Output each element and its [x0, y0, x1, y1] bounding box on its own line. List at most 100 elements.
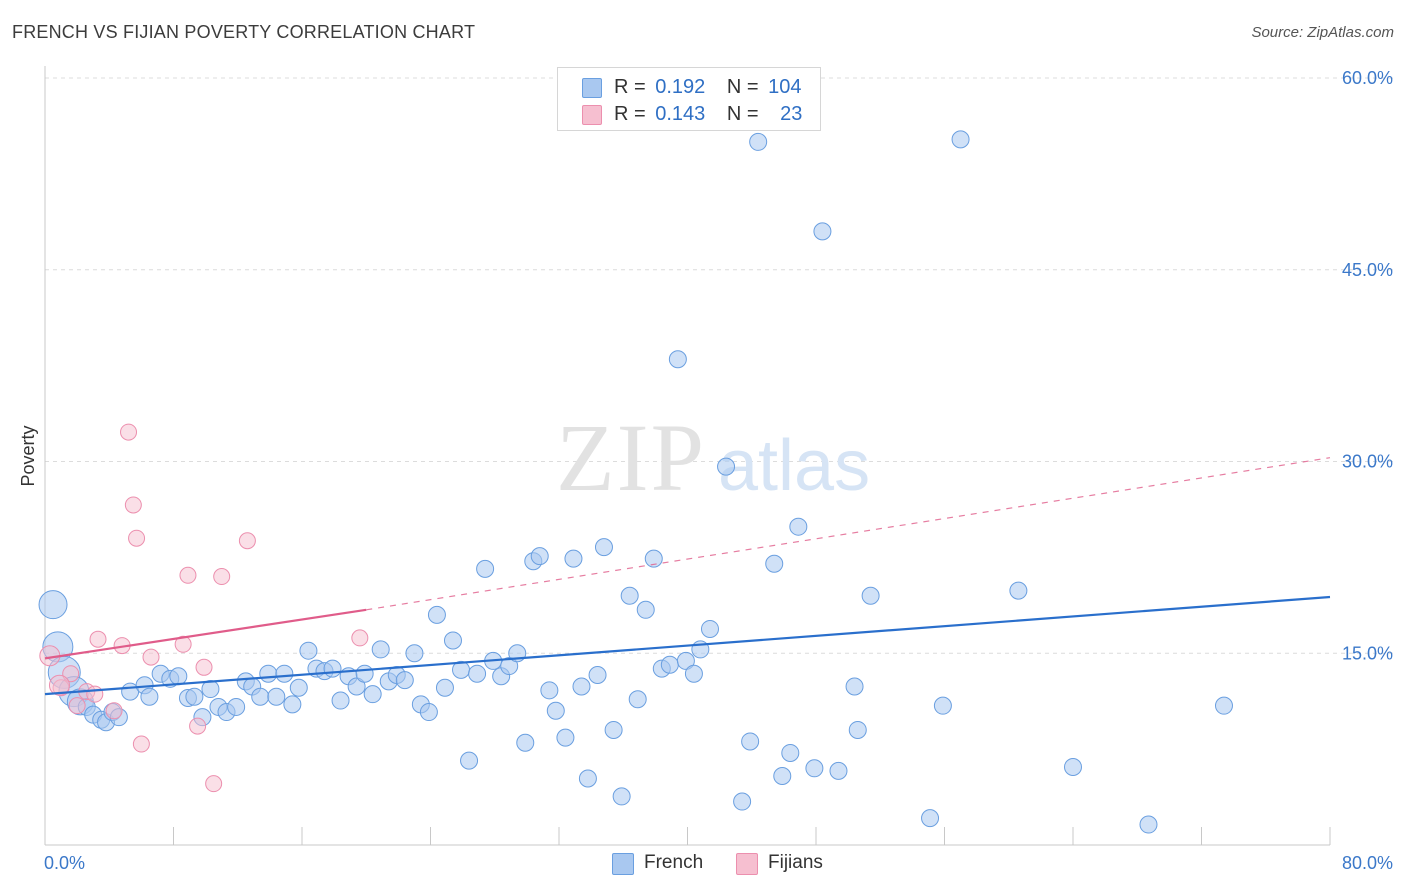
watermark-zip: ZIP	[556, 404, 706, 511]
fijian-point	[213, 568, 231, 586]
french-point	[1214, 696, 1233, 715]
french-point	[468, 664, 487, 683]
french-point	[435, 678, 454, 697]
french-point	[227, 697, 246, 716]
legend-r-label: R =	[614, 76, 646, 98]
legend-n-label: N =	[726, 76, 759, 98]
fijian-point	[142, 648, 160, 666]
y-tick-label: 60.0%	[1342, 68, 1393, 88]
french-point	[676, 651, 695, 670]
y-axis-label: Poverty	[18, 425, 38, 486]
french-point	[1064, 758, 1082, 777]
french-point	[540, 681, 559, 700]
french-point	[951, 130, 970, 149]
french-point	[1009, 581, 1028, 600]
watermark-atlas: atlas	[718, 426, 870, 506]
y-tick-label: 30.0%	[1342, 452, 1393, 472]
fijian-point	[89, 630, 107, 648]
fijian-point	[48, 674, 70, 696]
series-swatch-fijians	[736, 853, 758, 875]
axes	[44, 66, 1331, 846]
french-point	[251, 687, 270, 706]
french-point	[546, 701, 565, 720]
french-point	[572, 677, 591, 696]
french-point	[38, 590, 68, 620]
fijian-point	[189, 717, 207, 735]
french-point	[660, 655, 679, 674]
fijian-point	[179, 566, 197, 584]
legend-r-value-french: 0.192	[655, 76, 706, 98]
x-tick-label: 0.0%	[44, 853, 85, 873]
french-point	[741, 732, 760, 751]
french-point	[829, 761, 848, 780]
french-point	[405, 644, 424, 663]
french-point	[419, 703, 438, 722]
french-point	[289, 678, 308, 697]
legend-n-value-fijians: 23	[780, 103, 803, 125]
fijian-point	[68, 697, 86, 715]
french-point	[588, 665, 607, 684]
french-point	[700, 619, 719, 638]
french-point	[201, 680, 220, 699]
legend-swatch-french	[582, 78, 602, 98]
legend-r-value-fijians: 0.143	[655, 103, 706, 125]
french-point	[765, 554, 784, 573]
french-point	[371, 640, 390, 659]
french-point	[861, 586, 880, 605]
fijian-point	[195, 658, 213, 676]
french-point	[789, 517, 808, 536]
french-point	[323, 659, 342, 678]
fijian-point	[86, 685, 104, 703]
french-point	[283, 695, 302, 714]
french-point	[185, 687, 204, 706]
french-point	[140, 687, 159, 706]
french-point	[516, 733, 535, 752]
tick-labels: 15.0% 30.0% 45.0% 60.0% 0.0% 80.0%	[44, 68, 1393, 873]
french-point	[355, 664, 374, 683]
french-point	[275, 664, 294, 683]
french-point	[594, 538, 613, 557]
fijian-point	[174, 635, 192, 653]
french-point	[604, 720, 623, 739]
stats-legend: R = 0.192 N = 104 R = 0.143 N = 23	[557, 67, 821, 131]
french-point	[620, 586, 639, 605]
fijian-point	[132, 735, 150, 753]
french-point	[805, 759, 824, 778]
french-point	[644, 549, 663, 568]
french-points	[38, 130, 1233, 834]
legend-n-label: N =	[726, 103, 759, 125]
french-point	[1139, 815, 1158, 834]
french-point	[636, 600, 655, 619]
french-point	[668, 350, 687, 369]
french-point	[749, 132, 768, 151]
fijian-points	[39, 423, 369, 793]
french-point	[500, 657, 519, 676]
french-point	[578, 769, 597, 788]
watermark: ZIP atlas	[556, 404, 870, 511]
grid-lines	[45, 77, 1395, 654]
french-point	[299, 641, 318, 660]
french-point	[717, 457, 736, 476]
series-swatch-french	[612, 853, 634, 875]
fijian-trend-line	[44, 608, 367, 660]
french-point	[773, 766, 792, 785]
french-point	[813, 222, 832, 241]
french-point	[564, 549, 583, 568]
french-point	[267, 687, 286, 706]
legend-swatch-fijians	[582, 105, 602, 125]
fijian-point	[105, 702, 123, 720]
x-tick-label: 80.0%	[1342, 853, 1393, 873]
french-point	[347, 677, 366, 696]
legend-r-label: R =	[614, 103, 646, 125]
trend-lines	[44, 457, 1331, 696]
fijian-point	[128, 529, 146, 547]
fijian-point	[120, 423, 138, 441]
french-point	[848, 720, 867, 739]
french-point	[427, 605, 446, 624]
fijian-point	[238, 532, 256, 550]
french-point	[628, 690, 647, 709]
french-point	[169, 667, 188, 686]
french-point	[443, 631, 462, 650]
french-point	[921, 809, 940, 828]
